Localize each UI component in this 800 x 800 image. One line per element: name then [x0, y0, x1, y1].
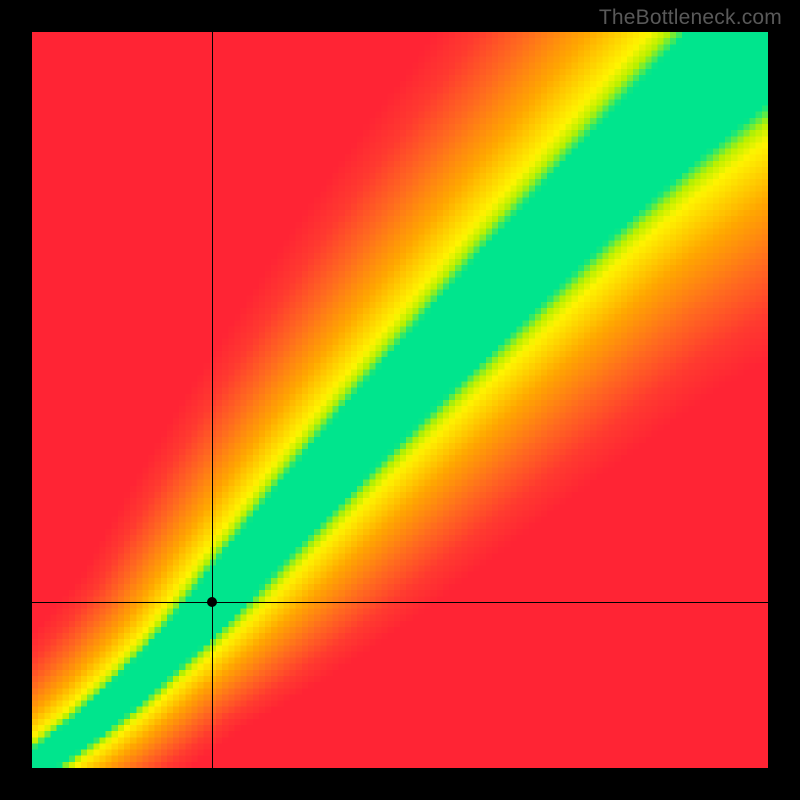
- crosshair-vertical-line: [212, 32, 213, 768]
- watermark-text: TheBottleneck.com: [599, 6, 782, 30]
- bottleneck-heatmap: [32, 32, 768, 768]
- plot-area: [32, 32, 768, 768]
- crosshair-horizontal-line: [32, 602, 768, 603]
- crosshair-marker: [207, 597, 217, 607]
